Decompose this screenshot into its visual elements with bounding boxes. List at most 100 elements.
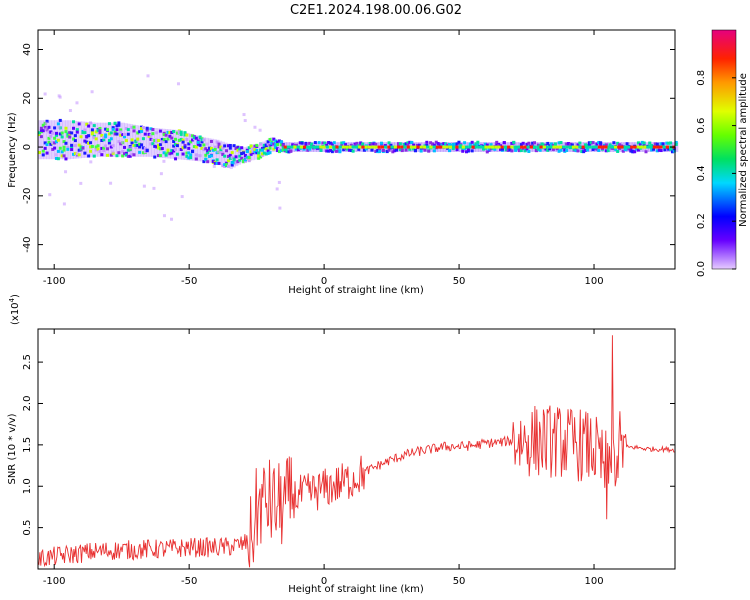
snr-x-tick-label: 0 — [321, 576, 327, 587]
spectrogram-speckle — [170, 149, 174, 153]
spectrogram-speckle — [134, 145, 138, 149]
spectrogram-speckle — [130, 152, 134, 156]
spectrogram-speckle — [483, 142, 487, 146]
spectrogram-speckle — [196, 142, 200, 146]
snr-x-tick-label: 50 — [453, 576, 466, 587]
spectrogram-speckle — [124, 151, 128, 155]
spectrogram-speckle — [534, 149, 538, 153]
spectrogram-speckle — [94, 137, 98, 141]
spectrogram-speckle — [138, 130, 142, 134]
spectrogram-speckle — [259, 148, 263, 152]
spectrogram-speckle — [635, 147, 639, 151]
spectrogram-speckle — [92, 154, 96, 158]
spectrogram-speckle — [531, 141, 535, 145]
spectrogram-speckle — [66, 134, 70, 138]
spectrogram-speckle — [336, 149, 340, 153]
spectrogram-speckle — [208, 154, 212, 158]
spectrogram-ridge-cell — [643, 145, 647, 149]
spectrogram-speckle — [43, 146, 47, 150]
spectrogram-ridge-cell — [649, 145, 653, 149]
spectrogram-speckle — [62, 148, 66, 152]
spectrogram-speckle — [334, 149, 338, 153]
spectrogram-speckle — [361, 142, 365, 146]
spectrogram-speckle — [285, 150, 289, 154]
spectrogram-speckle — [155, 140, 159, 144]
spectrogram-speckle — [89, 141, 93, 145]
spectrogram-speckle — [191, 149, 195, 153]
spectrogram-speckle — [251, 149, 255, 153]
spectrogram-speckle — [58, 132, 62, 136]
spectrogram-speckle — [117, 140, 121, 144]
spectrogram-speckle — [519, 149, 523, 153]
spectrogram-speckle — [157, 154, 161, 158]
spectrogram-speckle — [160, 140, 164, 144]
spectrogram-speckle — [130, 126, 134, 130]
spectrogram-speckle — [160, 137, 164, 141]
spectrogram-outlier — [109, 181, 113, 185]
spectrogram-speckle — [370, 148, 374, 152]
spectrogram-speckle — [489, 143, 493, 147]
spectrogram-speckle — [548, 147, 552, 151]
spectrogram-ridge-cell — [328, 145, 333, 149]
spectrogram-speckle — [500, 147, 504, 151]
spectrogram-speckle — [587, 143, 591, 147]
spectrogram-speckle — [551, 147, 555, 151]
spectrogram-speckle — [657, 148, 661, 152]
spectrogram-speckle — [158, 129, 162, 133]
spectrogram-speckle — [474, 142, 478, 146]
spectrogram-speckle — [487, 147, 491, 151]
spectrogram-speckle — [189, 134, 193, 138]
spectrogram-ridge-cell — [503, 145, 508, 149]
spectrogram-speckle — [98, 129, 102, 133]
spectrogram-speckle — [306, 148, 310, 152]
spectrogram-speckle — [408, 140, 412, 144]
spectrogram-speckle — [181, 152, 185, 156]
spectrogram-speckle — [115, 154, 119, 158]
spectrogram-speckle — [580, 150, 584, 154]
spectrogram-speckle — [455, 148, 459, 152]
spectrogram-speckle — [616, 141, 620, 145]
spectrogram-speckle — [90, 132, 94, 136]
spectrogram-speckle — [340, 141, 344, 145]
spectrogram-speckle — [202, 160, 206, 164]
spectrogram-speckle — [578, 141, 582, 145]
spectrogram-speckle — [225, 163, 229, 167]
spectrogram-outlier — [44, 121, 48, 125]
spectrogram-speckle — [408, 147, 412, 151]
spectrogram-speckle — [525, 147, 529, 151]
spectrogram-ridge-cell — [620, 145, 624, 149]
spectrogram-speckle — [644, 150, 648, 154]
snr-frame — [37, 328, 676, 570]
spectrogram-speckle — [179, 147, 183, 151]
spectrogram-speckle — [109, 131, 113, 135]
spectrogram-speckle — [281, 143, 285, 147]
spectrogram-speckle — [259, 155, 263, 159]
spectrogram-speckle — [465, 150, 469, 154]
spectrogram-speckle — [41, 129, 45, 133]
spectrogram-speckle — [582, 150, 586, 154]
spectrogram-speckle — [631, 150, 635, 154]
spectrogram-speckle — [344, 147, 348, 151]
spectrogram-band-cell — [113, 122, 117, 157]
spectrogram-speckle — [565, 148, 569, 152]
spectrogram-speckle — [585, 148, 589, 152]
spectrogram-ridge-cell — [319, 145, 323, 149]
spectrogram-speckle — [123, 132, 127, 136]
spectrogram-speckle — [328, 141, 332, 145]
spectrogram-speckle — [268, 144, 272, 148]
spectrogram-speckle — [540, 142, 544, 146]
spectrogram-band-cell — [232, 145, 236, 168]
spectrogram-outlier — [253, 125, 257, 129]
spectrogram-ridge-cell — [601, 145, 605, 149]
spectrogram-speckle — [66, 147, 70, 151]
spectrogram-speckle — [94, 148, 98, 152]
spectrogram-speckle — [330, 142, 334, 146]
spectrogram-speckle — [674, 140, 678, 144]
spectrogram-outlier — [162, 159, 166, 163]
spectrogram-speckle — [100, 138, 104, 142]
spectrogram-speckle — [302, 147, 306, 151]
spectrogram-speckle — [364, 147, 368, 151]
spectrogram-outlier — [275, 187, 279, 191]
spectrogram-speckle — [149, 127, 153, 131]
spectrogram-speckle — [260, 152, 264, 156]
